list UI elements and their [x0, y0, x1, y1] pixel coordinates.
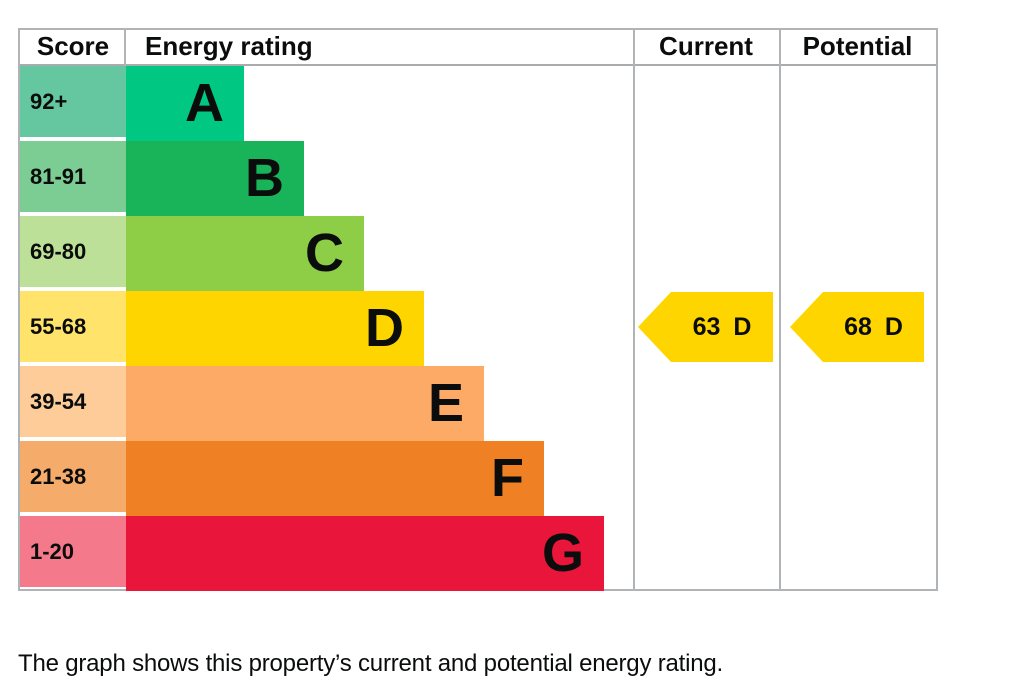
- current-rating-arrow: 63 D: [638, 292, 773, 362]
- score-range-E: 39-54: [20, 366, 126, 437]
- band-bar-F: F: [126, 441, 544, 516]
- band-rows: 92+ A 81-91 B 69-80 C 55-68 D 39-54 E 21-38 F 1-20 G: [20, 66, 936, 591]
- band-bar-E: E: [126, 366, 484, 441]
- band-row-G: 1-20 G: [20, 516, 936, 591]
- band-row-F: 21-38 F: [20, 441, 936, 516]
- score-range-G: 1-20: [20, 516, 126, 587]
- band-bar-C: C: [126, 216, 364, 291]
- epc-table: Score Energy rating Current Potential 92…: [18, 28, 938, 591]
- band-row-C: 69-80 C: [20, 216, 936, 291]
- score-range-F: 21-38: [20, 441, 126, 512]
- band-row-B: 81-91 B: [20, 141, 936, 216]
- chart-caption: The graph shows this property’s current …: [18, 650, 724, 677]
- table-header-row: Score Energy rating Current Potential: [20, 30, 936, 66]
- divider-potential-column: [779, 30, 781, 589]
- score-range-C: 69-80: [20, 216, 126, 287]
- band-row-E: 39-54 E: [20, 366, 936, 441]
- band-row-D: 55-68 D: [20, 291, 936, 366]
- potential-rating-value: 68: [844, 312, 872, 341]
- potential-rating-band: D: [884, 312, 903, 341]
- band-bar-A: A: [126, 66, 244, 141]
- divider-current-column: [633, 30, 635, 589]
- band-bar-G: G: [126, 516, 604, 591]
- header-potential: Potential: [802, 31, 913, 61]
- current-rating-value: 63: [692, 312, 721, 341]
- header-current: Current: [659, 31, 753, 61]
- band-bar-D: D: [126, 291, 424, 366]
- header-score: Score: [36, 31, 110, 61]
- score-range-B: 81-91: [20, 141, 126, 212]
- header-energy-rating: Energy rating: [145, 31, 313, 61]
- score-range-A: 92+: [20, 66, 126, 137]
- band-bar-B: B: [126, 141, 304, 216]
- potential-rating-arrow: 68 D: [790, 292, 924, 362]
- band-row-A: 92+ A: [20, 66, 936, 141]
- current-rating-band: D: [733, 312, 752, 341]
- score-range-D: 55-68: [20, 291, 126, 362]
- divider-score-rating: [124, 30, 126, 66]
